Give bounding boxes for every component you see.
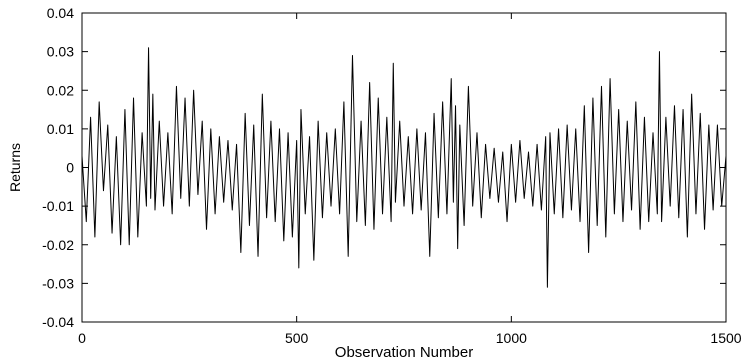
y-tick-label-8: -0.04 bbox=[42, 314, 74, 330]
y-tick-label-0: 0.04 bbox=[47, 5, 74, 21]
y-tick-label-6: -0.02 bbox=[42, 237, 74, 253]
y-tick-label-4: 0 bbox=[66, 160, 74, 176]
x-axis-label: Observation Number bbox=[335, 344, 473, 360]
y-tick-label-1: 0.03 bbox=[47, 44, 74, 60]
y-tick-label-3: 0.01 bbox=[47, 121, 74, 137]
plot-area-frame bbox=[81, 12, 727, 323]
y-tick-label-5: -0.01 bbox=[42, 198, 74, 214]
x-tick-label-1500: 1500 bbox=[710, 330, 741, 346]
y-tick-label-2: 0.02 bbox=[47, 82, 74, 98]
y-tick-label-7: -0.03 bbox=[42, 275, 74, 291]
y-axis-label: Returns bbox=[7, 143, 23, 192]
returns-series-line bbox=[81, 47, 727, 288]
x-tick-label-500: 500 bbox=[285, 330, 309, 346]
x-tick-label-0: 0 bbox=[78, 330, 86, 346]
x-tick-label-1000: 1000 bbox=[496, 330, 527, 346]
